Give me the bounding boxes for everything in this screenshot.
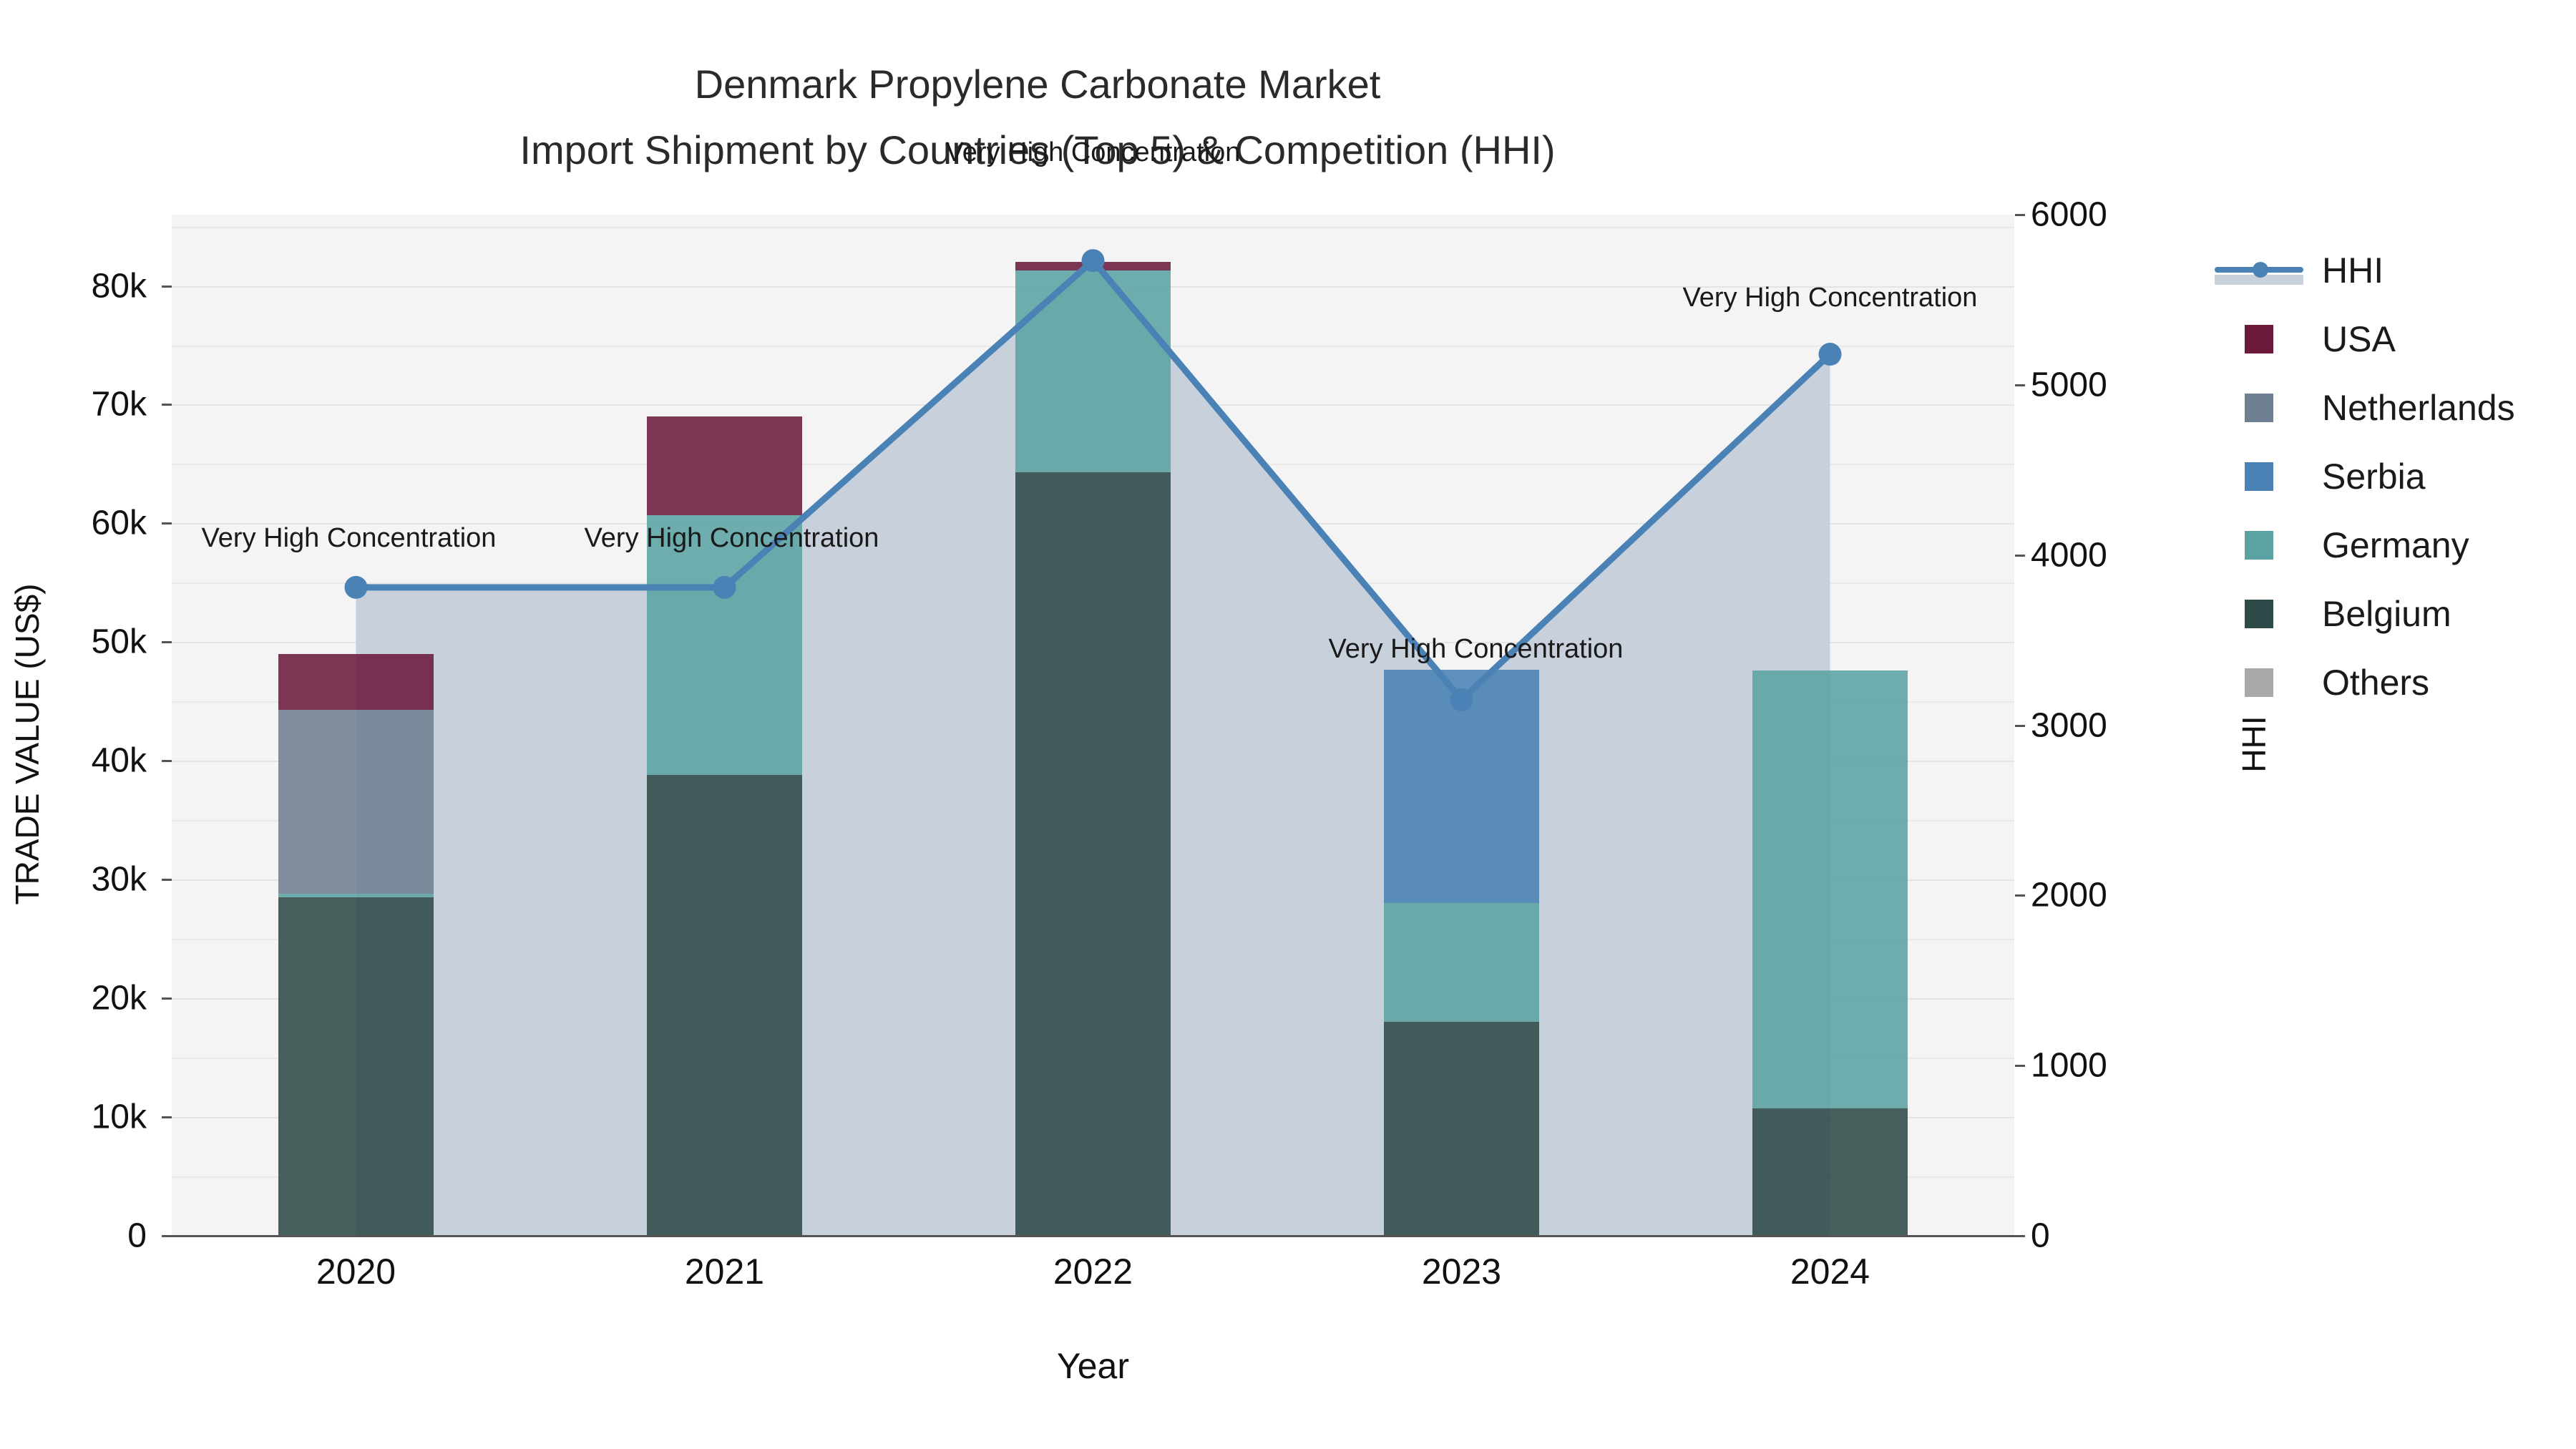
hhi-data-point — [1450, 688, 1473, 711]
y-axis-left-tick-mark — [162, 879, 172, 882]
legend-color-swatch — [2245, 600, 2273, 628]
concentration-annotation: Very High Concentration — [945, 137, 1241, 168]
y-axis-left-tick-label: 20k — [91, 979, 147, 1018]
y-axis-left-tick-mark — [162, 641, 172, 644]
y-axis-left-tick-label: 60k — [91, 504, 147, 542]
y-axis-right-tick-label: 5000 — [2031, 366, 2107, 404]
legend-label: USA — [2322, 319, 2396, 359]
y-axis-right-tick-label: 3000 — [2031, 706, 2107, 744]
bar-segment-belgium — [1752, 1108, 1908, 1236]
legend-color-swatch — [2245, 462, 2273, 491]
legend-item-hhi[interactable]: HHI — [2215, 236, 2572, 305]
y-axis-left-tick-label: 0 — [127, 1216, 147, 1255]
y-axis-left-tick-label: 30k — [91, 860, 147, 899]
x-axis-tick-label-2024: 2024 — [1790, 1252, 1870, 1292]
y-axis-left-tick-mark — [162, 522, 172, 525]
bar-segment-belgium — [1384, 1022, 1539, 1236]
x-axis-tick-label-2022: 2022 — [1053, 1252, 1133, 1292]
legend-color-swatch — [2245, 668, 2273, 697]
hhi-data-point — [1081, 249, 1105, 273]
legend-item-germany[interactable]: Germany — [2215, 511, 2572, 580]
y-axis-left-tick-mark — [162, 285, 172, 288]
legend-label: Serbia — [2322, 457, 2426, 497]
y-axis-right-tick-mark — [2015, 554, 2025, 557]
legend-item-belgium[interactable]: Belgium — [2215, 580, 2572, 648]
y-axis-left-tick-label: 70k — [91, 385, 147, 424]
legend-label: HHI — [2322, 250, 2384, 291]
bar-segment-netherlands — [278, 709, 434, 894]
y-axis-left-label: TRADE VALUE (US$) — [9, 583, 46, 905]
x-axis-tick-label-2023: 2023 — [1421, 1252, 1502, 1292]
hhi-data-point — [344, 575, 368, 599]
y-axis-left-tick-label: 80k — [91, 267, 147, 306]
plot-area: Very High Concentration Very High Concent… — [172, 137, 2014, 1237]
legend-key-wrap — [2215, 325, 2303, 353]
hhi-data-point — [1818, 343, 1842, 366]
y-axis-left-tick-mark — [162, 997, 172, 1000]
legend: HHI USA Netherlands Serbia Germany Belgium Oth… — [2215, 236, 2572, 717]
legend-label: Belgium — [2322, 594, 2451, 634]
y-axis-right-tick-mark — [2015, 1065, 2025, 1068]
legend-color-swatch — [2245, 394, 2273, 422]
bar-segment-usa — [647, 416, 802, 515]
y-axis-left-tick-label: 10k — [91, 1098, 147, 1136]
y-axis-right-tick-label: 4000 — [2031, 536, 2107, 575]
y-axis-left-tick-label: 40k — [91, 741, 147, 780]
hhi-line-layer — [344, 249, 1842, 711]
legend-marker-icon — [2253, 262, 2268, 278]
legend-key-wrap — [2215, 394, 2303, 422]
bar-segment-germany — [1752, 670, 1908, 1109]
y-axis-right-tick-mark — [2015, 1235, 2025, 1237]
legend-color-swatch — [2245, 531, 2273, 560]
y-axis-right-tick-mark — [2015, 894, 2025, 897]
legend-key-wrap — [2215, 255, 2303, 286]
x-axis-tick-label-2021: 2021 — [684, 1252, 765, 1292]
concentration-annotation: Very High Concentration — [1682, 283, 1978, 313]
hhi-data-point — [713, 575, 736, 599]
chart-title-line-2: Import Shipment by Countries (Top 5) & C… — [519, 127, 1556, 172]
legend-key-wrap — [2215, 531, 2303, 560]
legend-area-swatch — [2215, 275, 2303, 285]
x-axis-tick-label-2020: 2020 — [316, 1252, 396, 1292]
gridline — [172, 226, 2014, 228]
legend-item-netherlands[interactable]: Netherlands — [2215, 374, 2572, 442]
y-axis-right-tick-label: 0 — [2031, 1216, 2050, 1255]
bar-segment-belgium — [278, 897, 434, 1236]
bar-segment-germany — [647, 514, 802, 776]
chart-title-line-1: Denmark Propylene Carbonate Market — [694, 62, 1381, 107]
y-axis-left-tick-mark — [162, 1116, 172, 1119]
y-axis-right-tick-label: 1000 — [2031, 1046, 2107, 1085]
y-axis-right-tick-label: 6000 — [2031, 195, 2107, 234]
legend-label: Netherlands — [2322, 388, 2515, 428]
y-axis-right-tick-label: 2000 — [2031, 876, 2107, 914]
concentration-annotation: Very High Concentration — [1328, 633, 1624, 664]
y-axis-right-tick-mark — [2015, 384, 2025, 386]
legend-item-serbia[interactable]: Serbia — [2215, 442, 2572, 511]
legend-color-swatch — [2245, 325, 2273, 353]
y-axis-left-tick-mark — [162, 760, 172, 763]
bar-segment-usa — [278, 653, 434, 710]
bar-segment-belgium — [1015, 472, 1171, 1236]
x-axis-spine — [172, 1235, 2016, 1237]
legend-item-others[interactable]: Others — [2215, 648, 2572, 717]
y-axis-left-tick-label: 50k — [91, 623, 147, 661]
bar-segment-germany — [278, 894, 434, 898]
y-axis-right-tick-mark — [2015, 724, 2025, 727]
x-axis-label: Year — [1056, 1346, 1130, 1386]
y-axis-left-tick-mark — [162, 1235, 172, 1237]
legend-label: Others — [2322, 663, 2430, 703]
bar-segment-belgium — [647, 775, 802, 1236]
bar-segment-germany — [1384, 903, 1539, 1023]
legend-key-wrap — [2215, 600, 2303, 628]
legend-line-key — [2215, 255, 2303, 286]
y-axis-right-tick-mark — [2015, 214, 2025, 216]
concentration-annotation: Very High Concentration — [201, 522, 497, 553]
y-axis-left-tick-mark — [162, 404, 172, 406]
legend-label: Germany — [2322, 525, 2469, 565]
legend-item-usa[interactable]: USA — [2215, 305, 2572, 374]
legend-key-wrap — [2215, 462, 2303, 491]
concentration-annotation: Very High Concentration — [584, 522, 879, 553]
legend-key-wrap — [2215, 668, 2303, 697]
